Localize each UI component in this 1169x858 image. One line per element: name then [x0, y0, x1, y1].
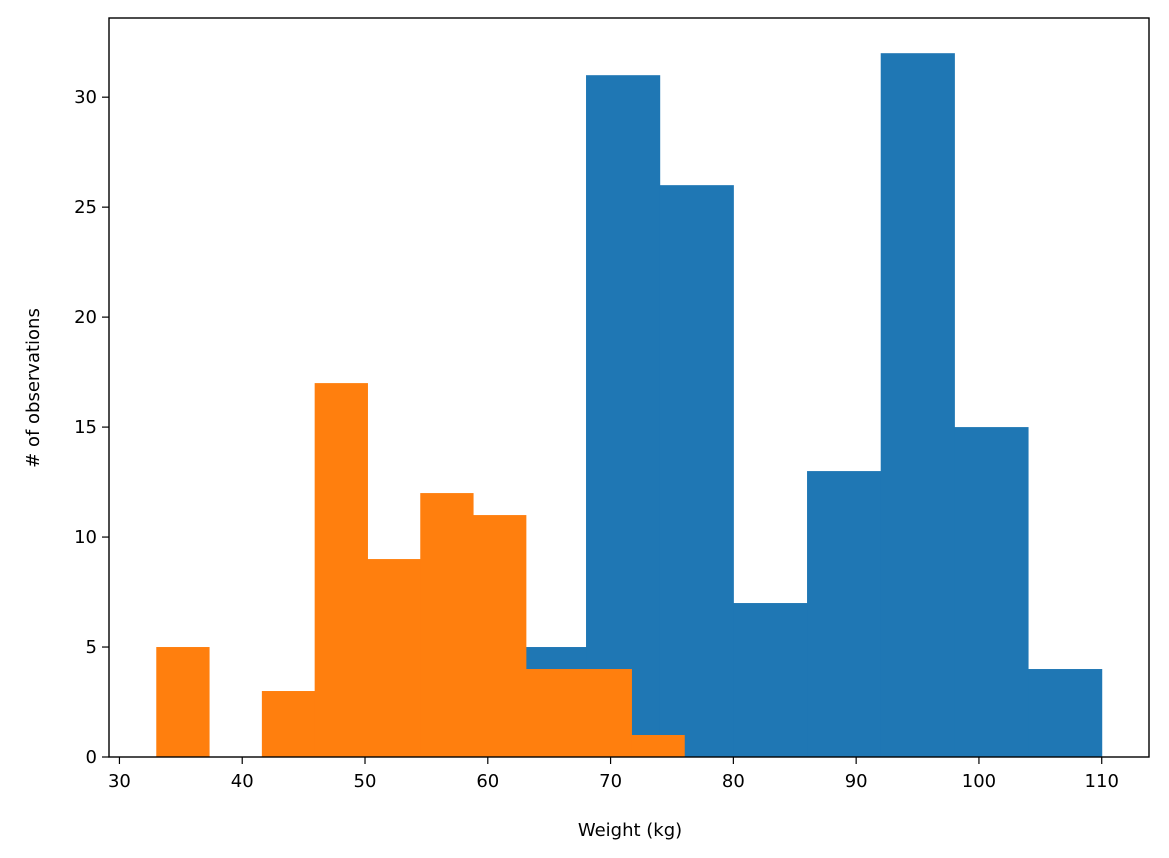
- bar-series-2-bin-9: [578, 669, 632, 757]
- bar-series-2-bin-1: [156, 647, 210, 757]
- y-tick-label: 0: [86, 747, 97, 768]
- x-tick-label: 50: [354, 771, 377, 792]
- bar-series-1-bin-10: [1028, 669, 1103, 757]
- x-tick-label: 100: [962, 771, 996, 792]
- x-tick-label: 30: [108, 771, 131, 792]
- bar-series-2-bin-6: [420, 493, 474, 757]
- bar-series-2-bin-5: [367, 559, 421, 757]
- y-tick-label: 20: [74, 307, 97, 328]
- axes-layer: 30 40 50 60 70 80 90 100 110 0 5 10 15 20 25 30: [74, 17, 1150, 792]
- bar-series-2-bin-10: [631, 735, 685, 757]
- bar-series-2-bin-3: [261, 691, 316, 757]
- x-tick-label: 80: [722, 771, 745, 792]
- bar-series-2-bin-4: [314, 383, 368, 757]
- bar-series-1-bin-6: [733, 603, 808, 757]
- y-tick-label: 30: [74, 87, 97, 108]
- x-tick-label: 90: [845, 771, 868, 792]
- x-tick-label: 40: [231, 771, 254, 792]
- bar-series-1-bin-4: [586, 75, 661, 758]
- bar-series-2-bin-8: [525, 669, 580, 757]
- bars-layer: [156, 53, 1103, 758]
- bar-series-1-bin-9: [954, 427, 1029, 757]
- bar-series-1-bin-5: [659, 185, 734, 757]
- x-tick-label: 60: [476, 771, 499, 792]
- x-tick-label: 70: [599, 771, 622, 792]
- y-tick-label: 5: [86, 637, 97, 658]
- bar-series-1-bin-8: [880, 53, 955, 757]
- bar-series-2-bin-7: [473, 515, 527, 757]
- bar-series-1-bin-7: [807, 471, 882, 757]
- y-tick-label: 25: [74, 197, 97, 218]
- y-tick-label: 15: [74, 417, 97, 438]
- x-tick-label: 110: [1085, 771, 1119, 792]
- y-tick-label: 10: [74, 527, 97, 548]
- plot-frame: [108, 17, 1150, 758]
- x-axis-label: Weight (kg): [578, 820, 682, 841]
- y-axis-label: # of observations: [23, 308, 44, 468]
